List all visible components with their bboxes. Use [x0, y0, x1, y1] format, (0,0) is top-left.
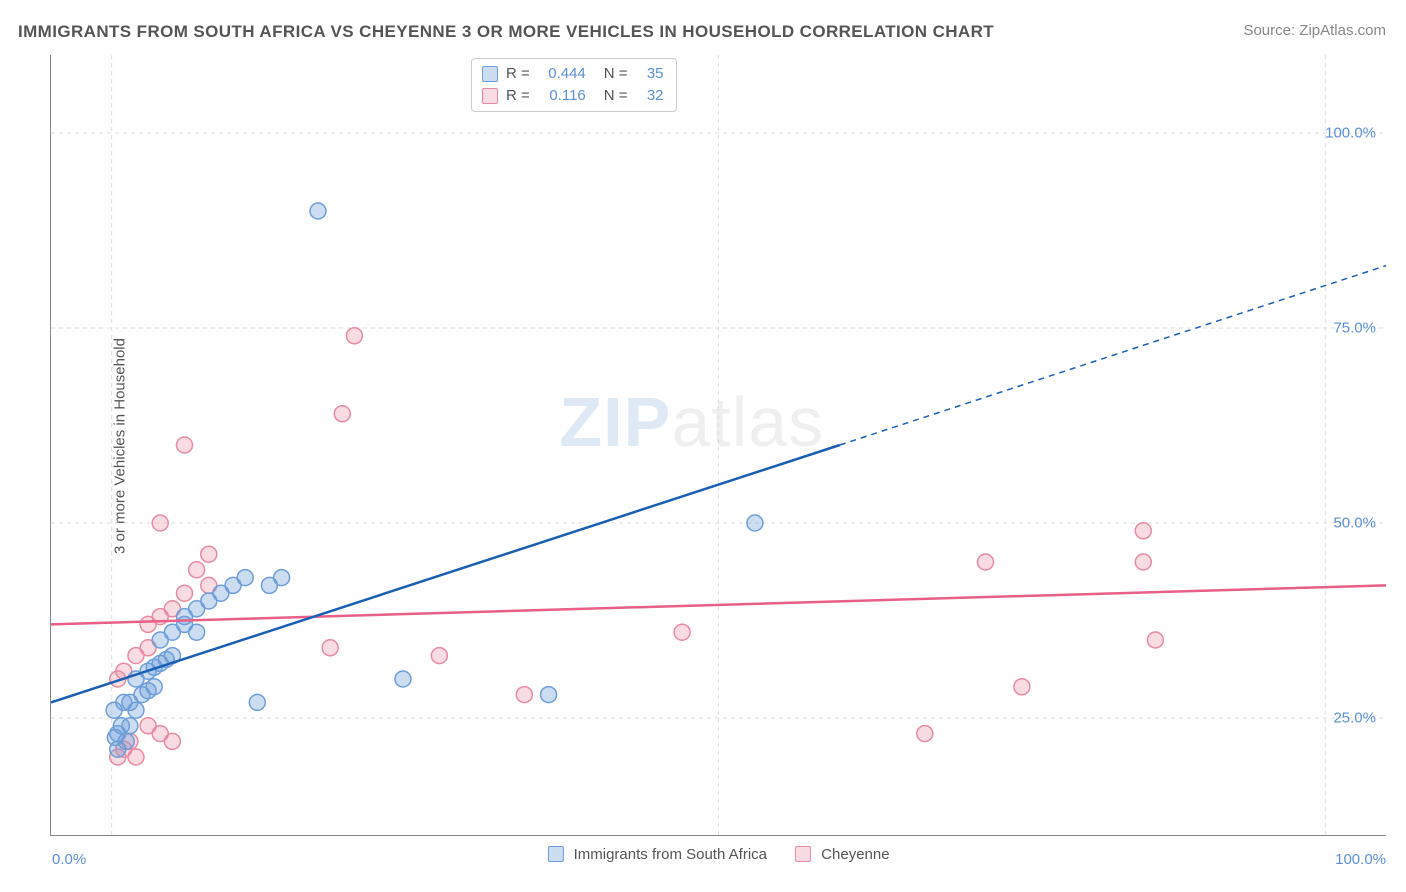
legend-swatch-south-africa [547, 846, 563, 862]
plot-area: ZIPatlas R = 0.444 N = 35 R = 0.116 N = … [50, 55, 1386, 836]
x-tick-label: 100.0% [1335, 851, 1386, 868]
x-tick-label: 0.0% [52, 851, 86, 868]
legend-label: Immigrants from South Africa [574, 846, 767, 863]
scatter-plot-svg [51, 55, 1386, 835]
y-tick-label: 50.0% [1333, 515, 1376, 532]
y-tick-label: 75.0% [1333, 320, 1376, 337]
legend-item: Immigrants from South Africa [547, 846, 767, 863]
legend-swatch-cheyenne [795, 846, 811, 862]
legend-item: Cheyenne [795, 846, 890, 863]
chart-container: IMMIGRANTS FROM SOUTH AFRICA VS CHEYENNE… [0, 0, 1406, 892]
y-tick-label: 25.0% [1333, 710, 1376, 727]
series-legend: Immigrants from South Africa Cheyenne [547, 846, 889, 863]
chart-title: IMMIGRANTS FROM SOUTH AFRICA VS CHEYENNE… [18, 22, 994, 42]
legend-label: Cheyenne [821, 846, 889, 863]
source-label: Source: ZipAtlas.com [1243, 22, 1386, 39]
y-tick-label: 100.0% [1325, 125, 1376, 142]
